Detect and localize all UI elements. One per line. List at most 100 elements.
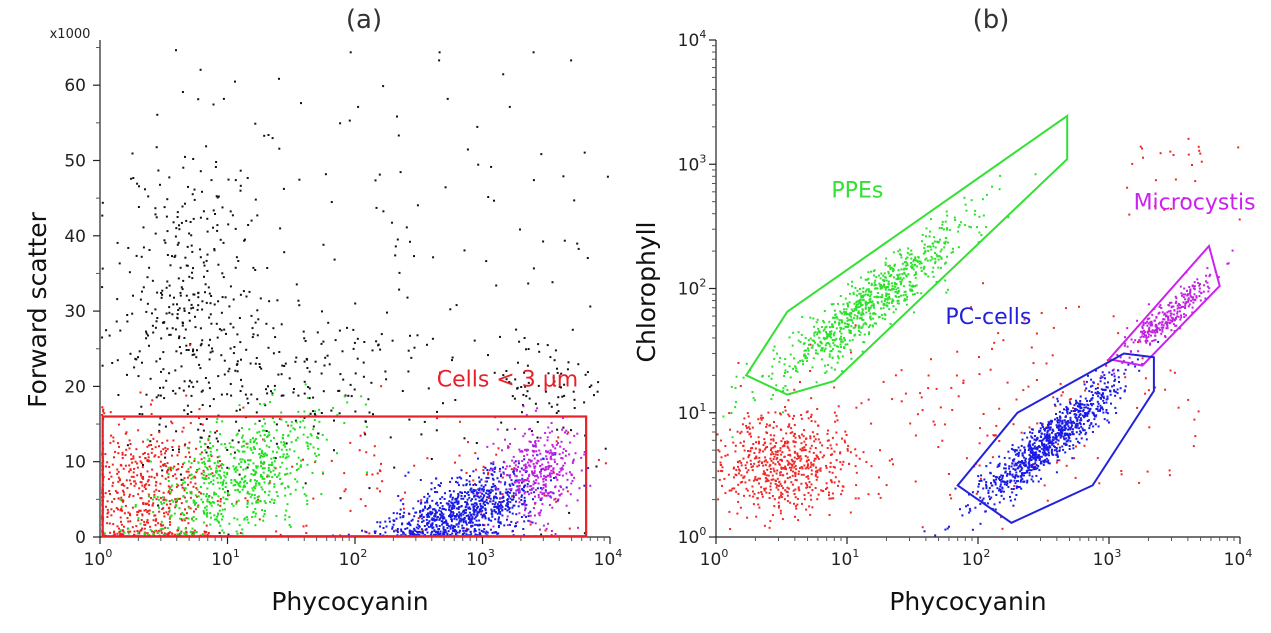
data-point — [188, 474, 191, 477]
data-point — [343, 395, 346, 398]
data-point — [465, 484, 468, 487]
data-point — [770, 438, 773, 441]
data-point — [1083, 380, 1086, 383]
data-point — [940, 227, 943, 229]
data-point — [550, 422, 553, 424]
data-point — [216, 336, 219, 339]
data-point — [523, 492, 526, 495]
data-point — [167, 466, 170, 469]
data-point — [268, 464, 271, 467]
data-point — [206, 467, 208, 469]
data-point — [192, 519, 195, 522]
data-point — [202, 477, 205, 480]
data-point — [952, 250, 955, 253]
data-point — [142, 464, 144, 466]
data-point — [339, 373, 342, 376]
data-point — [777, 506, 780, 509]
data-point — [586, 371, 589, 374]
data-point — [216, 470, 219, 473]
data-point — [536, 474, 539, 477]
data-point — [742, 376, 745, 379]
data-point — [752, 465, 754, 468]
data-point — [146, 276, 149, 279]
data-point — [262, 471, 265, 474]
data-point — [526, 483, 529, 486]
data-point — [496, 477, 499, 480]
data-point — [514, 525, 516, 528]
data-point — [833, 450, 836, 453]
data-point — [784, 371, 786, 374]
data-point — [809, 337, 812, 340]
data-point — [102, 408, 105, 411]
data-point — [461, 518, 463, 521]
data-point — [235, 466, 238, 469]
data-point — [809, 316, 812, 319]
data-point — [490, 473, 493, 476]
data-point — [910, 249, 913, 252]
data-point — [807, 343, 810, 346]
data-point — [208, 465, 211, 468]
data-point — [180, 484, 183, 487]
data-point — [793, 456, 796, 459]
data-point — [317, 453, 320, 456]
data-point — [737, 483, 740, 486]
data-point — [808, 486, 811, 489]
data-point — [226, 466, 229, 469]
data-point — [925, 235, 927, 238]
data-point — [441, 505, 444, 508]
data-point — [123, 493, 126, 496]
data-point — [183, 532, 186, 535]
data-point — [416, 204, 419, 207]
data-point — [820, 326, 823, 328]
data-point — [427, 522, 430, 525]
data-point — [194, 326, 197, 329]
data-point — [266, 267, 269, 269]
data-point — [937, 266, 940, 269]
data-point — [238, 450, 241, 453]
data-point — [185, 491, 188, 494]
data-point — [190, 473, 193, 476]
data-point — [162, 386, 165, 389]
data-point — [1147, 389, 1150, 392]
data-point — [284, 362, 287, 365]
data-point — [234, 484, 237, 486]
data-point — [835, 316, 838, 318]
data-point — [215, 464, 218, 467]
data-point — [862, 451, 865, 454]
data-point — [112, 523, 115, 526]
data-point — [123, 418, 126, 420]
data-point — [562, 488, 565, 491]
data-point — [820, 358, 823, 361]
data-point — [823, 338, 826, 341]
data-point — [555, 411, 558, 414]
data-point — [465, 530, 468, 533]
data-point — [856, 316, 859, 319]
data-point — [769, 463, 772, 466]
data-point — [950, 251, 953, 254]
data-point — [565, 472, 568, 475]
data-point — [334, 339, 337, 342]
data-point — [814, 457, 817, 460]
data-point — [833, 411, 836, 414]
data-point — [409, 532, 412, 535]
data-point — [781, 518, 784, 521]
data-point — [721, 470, 724, 473]
data-point — [928, 235, 931, 238]
data-point — [944, 240, 947, 243]
data-point — [215, 493, 218, 496]
data-point — [212, 475, 215, 477]
data-point — [460, 469, 463, 472]
data-point — [402, 531, 405, 534]
data-point — [795, 468, 798, 471]
data-point — [887, 280, 890, 283]
data-point — [133, 480, 136, 483]
data-point — [856, 294, 858, 297]
data-point — [790, 469, 792, 472]
data-point — [461, 524, 464, 527]
data-point — [900, 256, 903, 259]
data-point — [914, 256, 917, 259]
data-point — [524, 463, 527, 466]
data-point — [921, 233, 924, 236]
data-point — [106, 512, 109, 515]
data-point — [284, 473, 287, 476]
